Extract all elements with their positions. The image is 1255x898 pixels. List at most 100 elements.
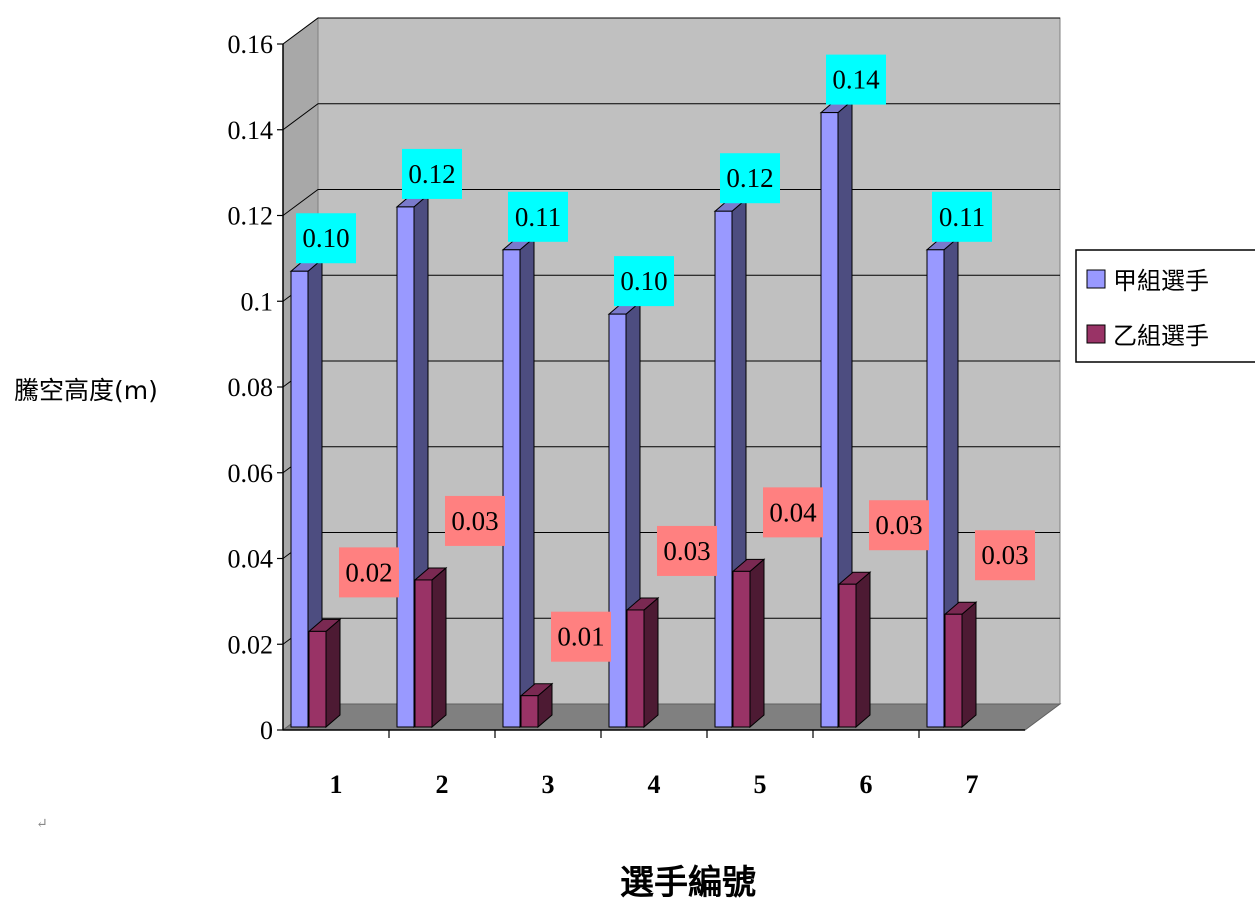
data-label-bg — [720, 153, 780, 204]
bar-side — [961, 601, 977, 729]
data-label-2-5: 0.04 — [763, 487, 823, 538]
stray-mark: ↵ — [36, 816, 48, 832]
y-tick-label: 0.06 — [228, 459, 274, 488]
y-tick-label: 0.12 — [228, 202, 274, 231]
data-label-text: 0.11 — [939, 202, 985, 232]
data-label-text: 0.01 — [557, 622, 604, 652]
bar-front — [290, 270, 309, 728]
y-axis-ticks: 0 0.02 0.04 0.06 0.08 0.1 0.12 0.14 0.16 — [228, 30, 283, 745]
data-label-bg — [296, 213, 356, 264]
bar-side — [749, 558, 765, 729]
x-tick-label: 3 — [542, 770, 555, 799]
bar-side — [431, 566, 447, 729]
bar-front — [838, 583, 857, 728]
bar-side — [519, 236, 535, 729]
legend-swatch-series-2 — [1086, 324, 1106, 344]
legend-label-series-1: 甲組選手 — [1113, 267, 1209, 295]
y-tick-label: 0 — [260, 716, 273, 745]
x-tick-label: 1 — [330, 770, 343, 799]
x-axis-title: 選手編號 — [620, 863, 756, 898]
bar-side — [855, 571, 871, 729]
bar-front — [414, 579, 433, 728]
bar-2-2 — [413, 566, 448, 729]
data-label-bg — [932, 191, 992, 242]
bars — [289, 99, 978, 729]
data-label-text: 0.10 — [302, 223, 349, 253]
data-label-1-5: 0.12 — [720, 153, 780, 204]
data-label-2-6: 0.03 — [869, 500, 929, 551]
gridline — [282, 189, 1060, 216]
legend-swatch-series-1 — [1086, 269, 1106, 289]
bar-front — [820, 112, 839, 728]
data-labels: 0.10 0.02 0.12 0.03 0.11 0.01 0.10 0.03 0.12 0.04… — [296, 54, 1035, 662]
data-label-bg — [339, 547, 399, 598]
data-label-text: 0.10 — [620, 266, 667, 296]
data-label-1-3: 0.11 — [508, 191, 568, 242]
x-tick-label: 5 — [754, 770, 767, 799]
data-label-bg — [614, 256, 674, 307]
y-tick-label: 0.16 — [228, 30, 274, 59]
data-label-1-4: 0.10 — [614, 256, 674, 307]
y-tick-label: 0.04 — [228, 545, 274, 574]
bar-2-5 — [731, 558, 766, 729]
data-label-text: 0.02 — [345, 557, 392, 587]
data-label-bg — [402, 148, 462, 199]
bar-side — [643, 596, 659, 729]
bar-2-6 — [837, 571, 872, 729]
y-tick-label: 0.1 — [241, 287, 274, 316]
bar-front — [626, 609, 645, 728]
gridline — [282, 103, 1060, 131]
x-tick-label: 6 — [860, 770, 873, 799]
data-label-bg — [551, 611, 611, 662]
bar-1-3 — [501, 236, 536, 729]
data-label-bg — [975, 530, 1035, 581]
gridline — [282, 17, 1060, 45]
bar-front — [396, 206, 415, 728]
data-label-2-7: 0.03 — [975, 530, 1035, 581]
bar-side — [325, 618, 341, 729]
x-tick-label: 7 — [966, 770, 979, 799]
data-label-text: 0.12 — [726, 163, 773, 193]
legend: 甲組選手 乙組選手 — [1075, 249, 1255, 363]
bar-front — [502, 249, 521, 728]
bar-2-3 — [519, 682, 554, 729]
data-label-text: 0.03 — [451, 506, 498, 536]
data-label-1-2: 0.12 — [402, 148, 462, 199]
data-label-text: 0.11 — [515, 202, 561, 232]
data-label-2-3: 0.01 — [551, 611, 611, 662]
data-label-1-1: 0.10 — [296, 213, 356, 264]
data-label-bg — [763, 487, 823, 538]
x-tick-label: 4 — [648, 770, 661, 799]
data-label-bg — [657, 525, 717, 576]
data-label-1-6: 0.14 — [826, 54, 886, 105]
x-axis-ticks: 1 2 3 4 5 6 7 — [330, 730, 979, 799]
bar-front — [944, 613, 963, 728]
bar-front — [732, 570, 751, 728]
y-tick-label: 0.08 — [228, 373, 274, 402]
data-label-text: 0.04 — [769, 497, 817, 527]
data-label-text: 0.03 — [981, 540, 1028, 570]
bar-front — [520, 695, 539, 728]
bar-1-7 — [925, 236, 960, 729]
data-label-bg — [445, 495, 505, 546]
bar-front — [926, 249, 945, 728]
data-label-1-7: 0.11 — [932, 191, 992, 242]
bar-front — [308, 630, 327, 728]
y-tick-label: 0.02 — [228, 630, 274, 659]
data-label-bg — [826, 54, 886, 105]
bar-2-1 — [307, 618, 342, 729]
data-label-bg — [508, 191, 568, 242]
data-label-text: 0.12 — [408, 159, 455, 189]
data-label-2-2: 0.03 — [445, 495, 505, 546]
y-tick-label: 0.14 — [228, 116, 274, 145]
bar-2-7 — [943, 601, 978, 729]
data-label-bg — [869, 500, 929, 551]
bar-1-1 — [289, 258, 324, 729]
x-tick-label: 2 — [436, 770, 449, 799]
data-label-text: 0.03 — [663, 536, 710, 566]
bar-front — [608, 313, 627, 728]
data-label-text: 0.14 — [832, 65, 880, 95]
y-axis-title: 騰空高度(m) — [14, 376, 158, 405]
bar-2-4 — [625, 596, 660, 729]
